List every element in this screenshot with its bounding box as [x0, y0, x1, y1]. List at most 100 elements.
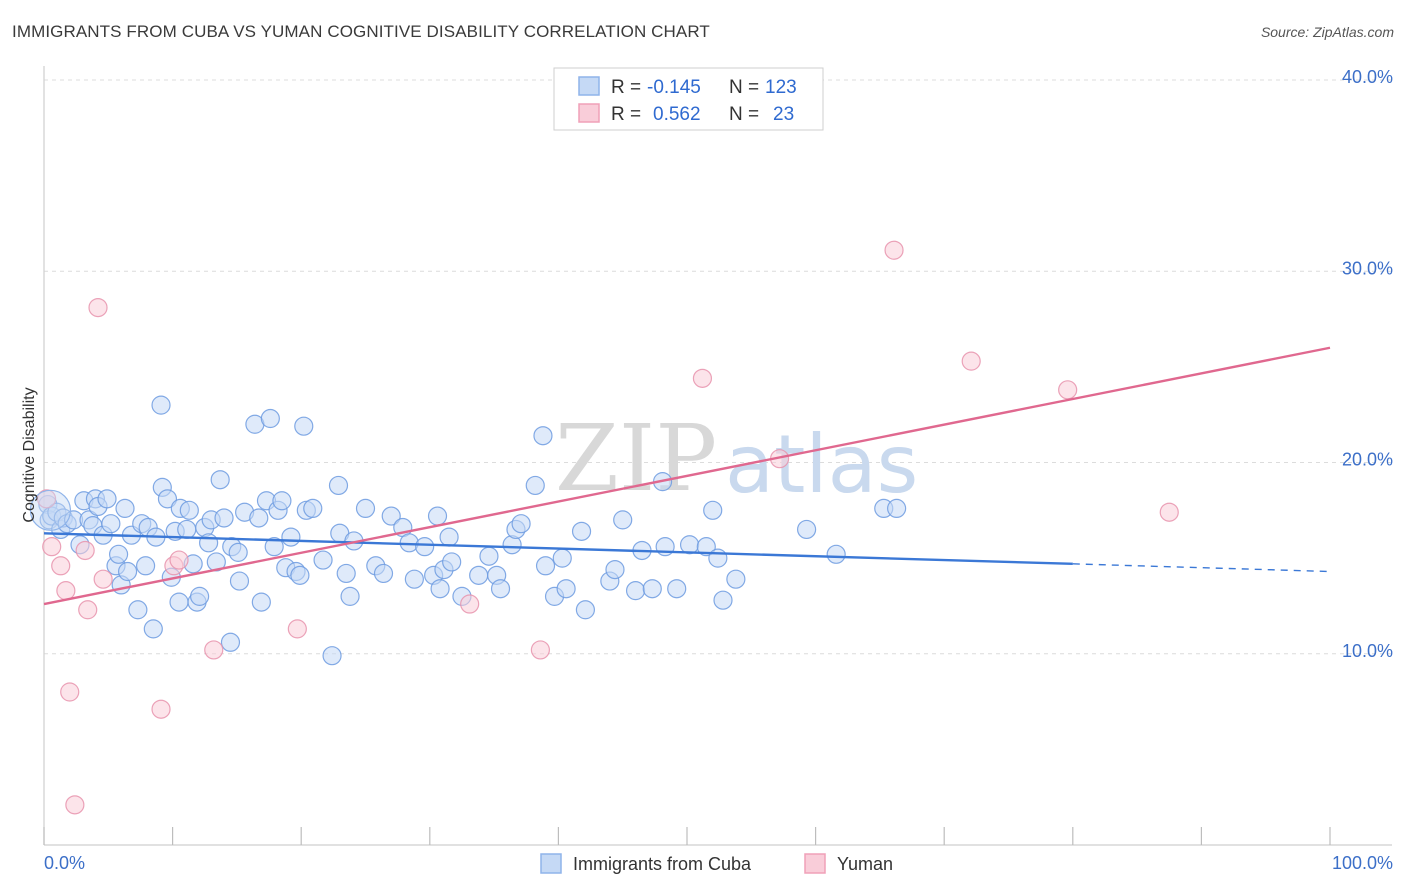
yuman-point-9 [93, 569, 113, 589]
yuman-point-0 [36, 489, 57, 509]
cuba-point-44 [206, 552, 226, 572]
cuba-point-76 [373, 563, 394, 584]
legend-swatch-cuba [578, 76, 600, 96]
yuman-point-12 [169, 550, 189, 570]
yuman-point-21 [1058, 380, 1078, 400]
yuman-point-17 [692, 368, 713, 388]
cuba-point-69 [328, 475, 349, 496]
cuba-point-87 [442, 552, 462, 572]
cuba-point-113 [679, 535, 700, 555]
watermark: ZIP atlas [555, 405, 918, 512]
cuba-point-25 [135, 556, 156, 576]
yuman-point-2 [51, 556, 71, 576]
cuba-point-106 [613, 510, 633, 530]
cuba-point-101 [556, 579, 576, 599]
cuba-point-122 [887, 498, 907, 518]
cuba-point-50 [229, 571, 250, 591]
chart-title: IMMIGRANTS FROM CUBA VS YUMAN COGNITIVE … [12, 22, 710, 41]
yuman-point-13 [204, 640, 224, 660]
yuman-point-10 [151, 699, 171, 719]
cuba-point-72 [340, 586, 360, 606]
trend-lines [43, 346, 1331, 606]
yuman-point-4 [60, 682, 80, 702]
watermark-zip: ZIP [555, 405, 717, 512]
cuba-point-80 [404, 569, 424, 589]
cuba-point-112 [667, 579, 687, 599]
cuba-point-27 [143, 619, 163, 639]
yuman-point-5 [65, 795, 85, 815]
y-tick-label-30: 30.0% [1342, 258, 1393, 278]
yuman-point-20 [961, 351, 981, 371]
grid-lines [44, 79, 1392, 655]
watermark-atlas: atlas [725, 418, 918, 511]
cuba-point-20 [115, 498, 135, 518]
axes [43, 66, 1392, 846]
cuba-point-61 [281, 527, 301, 547]
yuman-point-14 [287, 619, 307, 639]
yuman-point-6 [75, 540, 95, 561]
correlation-legend: R = -0.145 N = 123 R = 0.562 N = 23 [553, 67, 824, 131]
cuba-point-57 [264, 537, 284, 557]
cuba-point-89 [469, 565, 489, 585]
cuba-point-90 [479, 546, 499, 566]
y-tick-label-40: 40.0% [1342, 67, 1393, 87]
cuba-point-100 [552, 548, 572, 568]
cuba-point-29 [151, 395, 171, 415]
cuba-point-120 [826, 544, 846, 564]
cuba-point-81 [415, 537, 435, 557]
cuba-point-103 [575, 600, 596, 620]
cuba-point-63 [290, 565, 310, 585]
series-cuba-points [38, 395, 907, 666]
cuba-point-83 [427, 506, 448, 526]
cuba-point-59 [272, 491, 292, 511]
cuba-point-77 [381, 506, 401, 526]
cuba-point-119 [796, 519, 817, 540]
bottom-legend-label-cuba: Immigrants from Cuba [573, 854, 752, 874]
cuba-point-74 [355, 498, 376, 518]
cuba-point-86 [439, 527, 459, 547]
tick-labels: 10.0% 20.0% 30.0% 40.0% 0.0% 100.0% [44, 67, 1393, 873]
cuba-point-54 [251, 592, 271, 612]
yuman-point-8 [88, 297, 108, 318]
cuba-point-46 [214, 508, 234, 528]
cuba-point-23 [128, 600, 148, 620]
cuba-point-49 [228, 542, 248, 562]
cuba-point-98 [535, 556, 556, 576]
cuba-cluster-point [29, 489, 72, 531]
bottom-legend-label-yuman: Yuman [837, 854, 893, 874]
legend-n-label-yuman: N = [729, 104, 759, 125]
trend-line-cuba [43, 532, 1073, 566]
yuman-point-7 [78, 600, 98, 620]
yuman-point-19 [884, 240, 904, 260]
legend-n-value-yuman: 23 [773, 104, 794, 125]
cuba-point-114 [696, 537, 716, 557]
legend-r-label-cuba: R = [611, 77, 641, 98]
cuba-point-18 [108, 544, 129, 564]
cuba-point-109 [642, 579, 662, 599]
cuba-point-56 [260, 408, 280, 429]
y-tick-label-20: 20.0% [1342, 450, 1393, 470]
cuba-point-84 [430, 579, 450, 599]
cuba-point-71 [336, 563, 356, 584]
cuba-point-92 [490, 579, 511, 599]
cuba-point-15 [97, 489, 117, 509]
cuba-point-16 [101, 514, 121, 534]
yuman-point-15 [460, 594, 480, 614]
cuba-point-53 [249, 508, 269, 528]
cuba-point-36 [177, 519, 197, 540]
cuba-point-45 [210, 470, 230, 490]
cuba-point-118 [726, 569, 746, 589]
legend-n-label-cuba: N = [729, 77, 759, 98]
yuman-point-16 [530, 640, 550, 660]
yuman-point-1 [42, 537, 62, 557]
cuba-point-105 [605, 559, 625, 580]
bottom-legend-swatch-cuba [540, 853, 562, 874]
legend-n-value-cuba: 123 [765, 77, 797, 98]
cuba-point-40 [190, 586, 210, 606]
data-points [29, 240, 1179, 815]
y-axis-label: Cognitive Disability [21, 387, 38, 522]
cuba-point-115 [703, 500, 723, 520]
series-yuman-points [36, 240, 1179, 815]
cuba-point-47 [220, 632, 241, 652]
yuman-point-22 [1159, 502, 1179, 522]
